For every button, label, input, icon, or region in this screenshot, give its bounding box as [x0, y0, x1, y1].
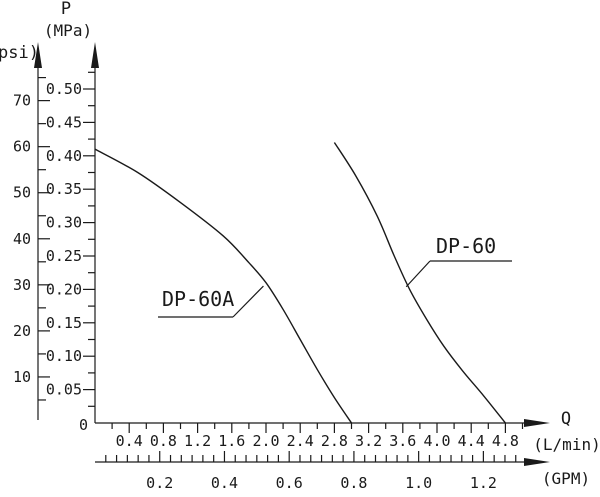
- mpa-tick-label: 0.40: [46, 147, 82, 165]
- x-axis-unit-lmin: (L/min): [533, 435, 600, 454]
- gpm-tick-label: 0.2: [146, 474, 173, 492]
- y-axis-unit-psi: psi): [0, 43, 39, 63]
- lmin-tick-label: 1.2: [184, 432, 211, 450]
- gpm-axis-arrow-icon: [524, 458, 550, 466]
- x-axis-unit-gpm: (GPM): [541, 469, 591, 488]
- leader-line: [405, 260, 431, 288]
- gpm-tick-label: 0.6: [276, 474, 303, 492]
- curve-dp-60a: [94, 148, 353, 424]
- mpa-tick-label: 0.15: [46, 314, 82, 332]
- lmin-tick-label: 4.8: [492, 432, 519, 450]
- mpa-tick-label: 0.35: [46, 180, 82, 198]
- lmin-tick-label: 3.2: [355, 432, 382, 450]
- mpa-tick-label: 0.10: [46, 347, 82, 365]
- lmin-tick-label: 4.0: [423, 432, 450, 450]
- leader-line: [232, 285, 264, 318]
- psi-tick-label: 70: [13, 92, 31, 110]
- mpa-axis-arrow-icon: [91, 42, 99, 68]
- lmin-tick-label: 4.4: [458, 432, 485, 450]
- mpa-tick-label: 0.50: [46, 80, 82, 98]
- y-axis-title-p: P: [60, 0, 72, 19]
- lmin-tick-label: 2.0: [252, 432, 279, 450]
- psi-tick-label: 30: [13, 276, 31, 294]
- lmin-tick-label: 0.8: [150, 432, 177, 450]
- mpa-tick-label: 0.05: [46, 381, 82, 399]
- curve-dp-60: [333, 142, 506, 424]
- curve-label-dp-60a: DP-60A: [162, 287, 234, 311]
- lmin-axis-arrow-icon: [524, 419, 550, 427]
- mpa-tick-label: 0.20: [46, 280, 82, 298]
- curve-label-dp-60: DP-60: [436, 234, 496, 258]
- psi-tick-label: 50: [13, 184, 31, 202]
- lmin-tick-label: 2.8: [321, 432, 348, 450]
- gpm-tick-label: 1.0: [405, 474, 432, 492]
- psi-tick-label: 40: [13, 230, 31, 248]
- lmin-tick-label: 1.6: [218, 432, 245, 450]
- lmin-tick-label: 2.4: [287, 432, 314, 450]
- x-axis-title-q: Q: [560, 409, 572, 429]
- mpa-zero-label: 0: [79, 416, 88, 434]
- mpa-tick-label: 0.25: [46, 247, 82, 265]
- mpa-tick-label: 0.45: [46, 113, 82, 131]
- gpm-tick-label: 1.2: [470, 474, 497, 492]
- psi-tick-label: 60: [13, 138, 31, 156]
- psi-tick-label: 20: [13, 322, 31, 340]
- gpm-tick-label: 0.8: [340, 474, 367, 492]
- y-axis-unit-mpa: (MPa): [43, 21, 93, 40]
- lmin-tick-label: 0.4: [116, 432, 143, 450]
- lmin-tick-label: 3.6: [389, 432, 416, 450]
- psi-axis-arrow-icon: [34, 42, 42, 68]
- psi-tick-label: 10: [13, 368, 31, 386]
- gpm-tick-label: 0.4: [211, 474, 238, 492]
- mpa-tick-label: 0.30: [46, 214, 82, 232]
